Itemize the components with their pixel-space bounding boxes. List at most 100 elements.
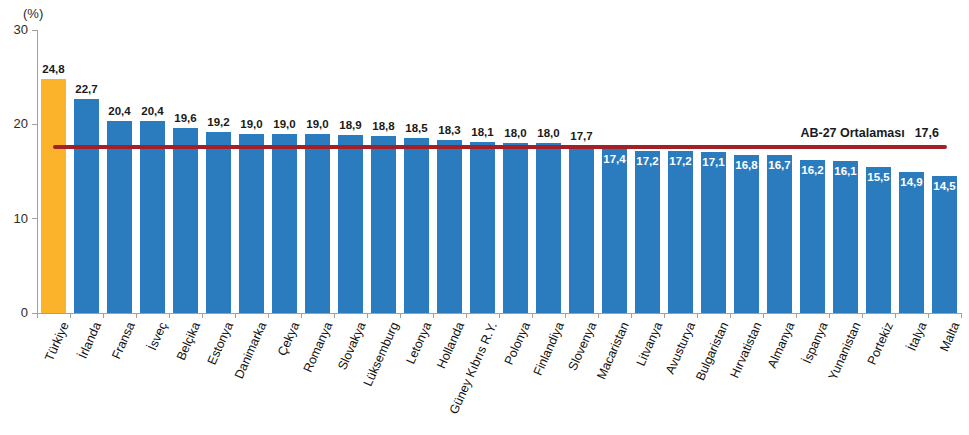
bar bbox=[602, 149, 627, 313]
average-line-value: 17,6 bbox=[915, 126, 939, 140]
category-label: Finlandiya bbox=[530, 320, 566, 378]
category-label: Polonya bbox=[502, 320, 533, 367]
category-label: Estonya bbox=[205, 320, 236, 367]
bar-value-label: 24,8 bbox=[34, 62, 74, 76]
category-label: Belçika bbox=[174, 320, 203, 363]
category-label: Letonya bbox=[403, 320, 434, 366]
category-label: Macaristan bbox=[595, 320, 633, 382]
category-label: Lüksemburg bbox=[361, 320, 402, 389]
bar bbox=[239, 134, 264, 313]
x-axis-tick bbox=[169, 314, 170, 318]
y-axis-tick bbox=[32, 124, 37, 125]
category-label: Portekiz bbox=[865, 320, 896, 367]
x-axis-tick bbox=[961, 314, 962, 318]
x-axis-tick bbox=[136, 314, 137, 318]
bar-value-label: 17,7 bbox=[562, 129, 602, 143]
category-label: Yunanistan bbox=[825, 320, 863, 382]
bar bbox=[536, 143, 561, 313]
y-axis-tick-label: 10 bbox=[0, 211, 28, 227]
bar bbox=[437, 140, 462, 313]
x-axis-tick bbox=[103, 314, 104, 318]
category-label: Litvanya bbox=[634, 320, 666, 368]
category-label: Romanya bbox=[301, 320, 336, 375]
category-label: Danimarka bbox=[232, 320, 269, 381]
y-axis-tick-label: 20 bbox=[0, 116, 28, 132]
bar bbox=[74, 99, 99, 313]
x-axis-tick bbox=[37, 314, 38, 318]
category-label: Avusturya bbox=[663, 320, 698, 376]
bar-chart: (%) AB-27 Ortalaması 17,6 30 20 10 0 24,8 Türk… bbox=[0, 0, 969, 435]
bar bbox=[272, 134, 297, 313]
category-label: Türkiye bbox=[42, 320, 71, 363]
x-axis-tick bbox=[499, 314, 500, 318]
category-label: Slovakya bbox=[335, 320, 368, 372]
x-axis-tick bbox=[829, 314, 830, 318]
bar bbox=[668, 151, 693, 313]
y-axis-tick-label: 30 bbox=[0, 22, 28, 38]
x-axis-tick bbox=[235, 314, 236, 318]
x-axis-tick bbox=[862, 314, 863, 318]
x-axis-tick bbox=[466, 314, 467, 318]
x-axis-tick bbox=[70, 314, 71, 318]
bar bbox=[404, 138, 429, 313]
x-axis-tick bbox=[202, 314, 203, 318]
bar bbox=[338, 135, 363, 313]
x-axis-tick bbox=[433, 314, 434, 318]
bar bbox=[140, 121, 165, 313]
bar bbox=[569, 146, 594, 313]
category-label: Almanya bbox=[765, 320, 798, 370]
y-axis-tick-label: 0 bbox=[0, 305, 28, 321]
x-axis-tick bbox=[697, 314, 698, 318]
bar bbox=[932, 176, 957, 313]
category-label: Slovenya bbox=[566, 320, 600, 373]
bar bbox=[899, 172, 924, 313]
bar-value-label: 14,5 bbox=[925, 179, 965, 193]
y-axis-tick bbox=[32, 30, 37, 31]
bar bbox=[305, 134, 330, 313]
bar-highlighted bbox=[41, 79, 66, 313]
x-axis-tick bbox=[268, 314, 269, 318]
bar bbox=[107, 121, 132, 313]
x-axis-tick bbox=[928, 314, 929, 318]
y-axis-unit-label: (%) bbox=[23, 6, 43, 21]
x-axis-tick bbox=[367, 314, 368, 318]
x-axis-tick bbox=[763, 314, 764, 318]
bar-value-label: 22,7 bbox=[67, 82, 107, 96]
bar bbox=[800, 160, 825, 313]
category-label: İspanya bbox=[800, 320, 831, 366]
bar bbox=[173, 128, 198, 313]
x-axis-tick bbox=[631, 314, 632, 318]
category-label: Hırvatistan bbox=[727, 320, 764, 380]
x-axis-tick bbox=[334, 314, 335, 318]
bar bbox=[635, 151, 660, 313]
average-line-label: AB-27 Ortalaması 17,6 bbox=[800, 126, 939, 140]
bar bbox=[206, 132, 231, 313]
x-axis-tick bbox=[895, 314, 896, 318]
category-label: İsveç bbox=[146, 320, 171, 352]
average-line-label-text: AB-27 Ortalaması bbox=[800, 126, 904, 140]
x-axis-tick bbox=[796, 314, 797, 318]
bar bbox=[866, 167, 891, 313]
x-axis-tick bbox=[598, 314, 599, 318]
category-label: Bulgaristan bbox=[693, 320, 731, 383]
y-axis-tick bbox=[32, 218, 37, 219]
category-label: Fransa bbox=[109, 320, 138, 361]
category-label: Çekya bbox=[275, 320, 302, 358]
x-axis-tick bbox=[400, 314, 401, 318]
x-axis-tick bbox=[730, 314, 731, 318]
x-axis-tick bbox=[532, 314, 533, 318]
bar bbox=[470, 142, 495, 313]
bar bbox=[503, 143, 528, 313]
bar bbox=[767, 155, 792, 313]
average-line bbox=[53, 145, 947, 149]
bar bbox=[734, 155, 759, 313]
x-axis-tick bbox=[301, 314, 302, 318]
category-label: İtalya bbox=[904, 320, 929, 353]
x-axis-tick bbox=[565, 314, 566, 318]
bar bbox=[701, 152, 726, 313]
bar bbox=[371, 136, 396, 313]
bar bbox=[833, 161, 858, 313]
category-label: Hollanda bbox=[434, 320, 467, 371]
x-axis-tick bbox=[664, 314, 665, 318]
category-label: İrlanda bbox=[76, 320, 104, 361]
